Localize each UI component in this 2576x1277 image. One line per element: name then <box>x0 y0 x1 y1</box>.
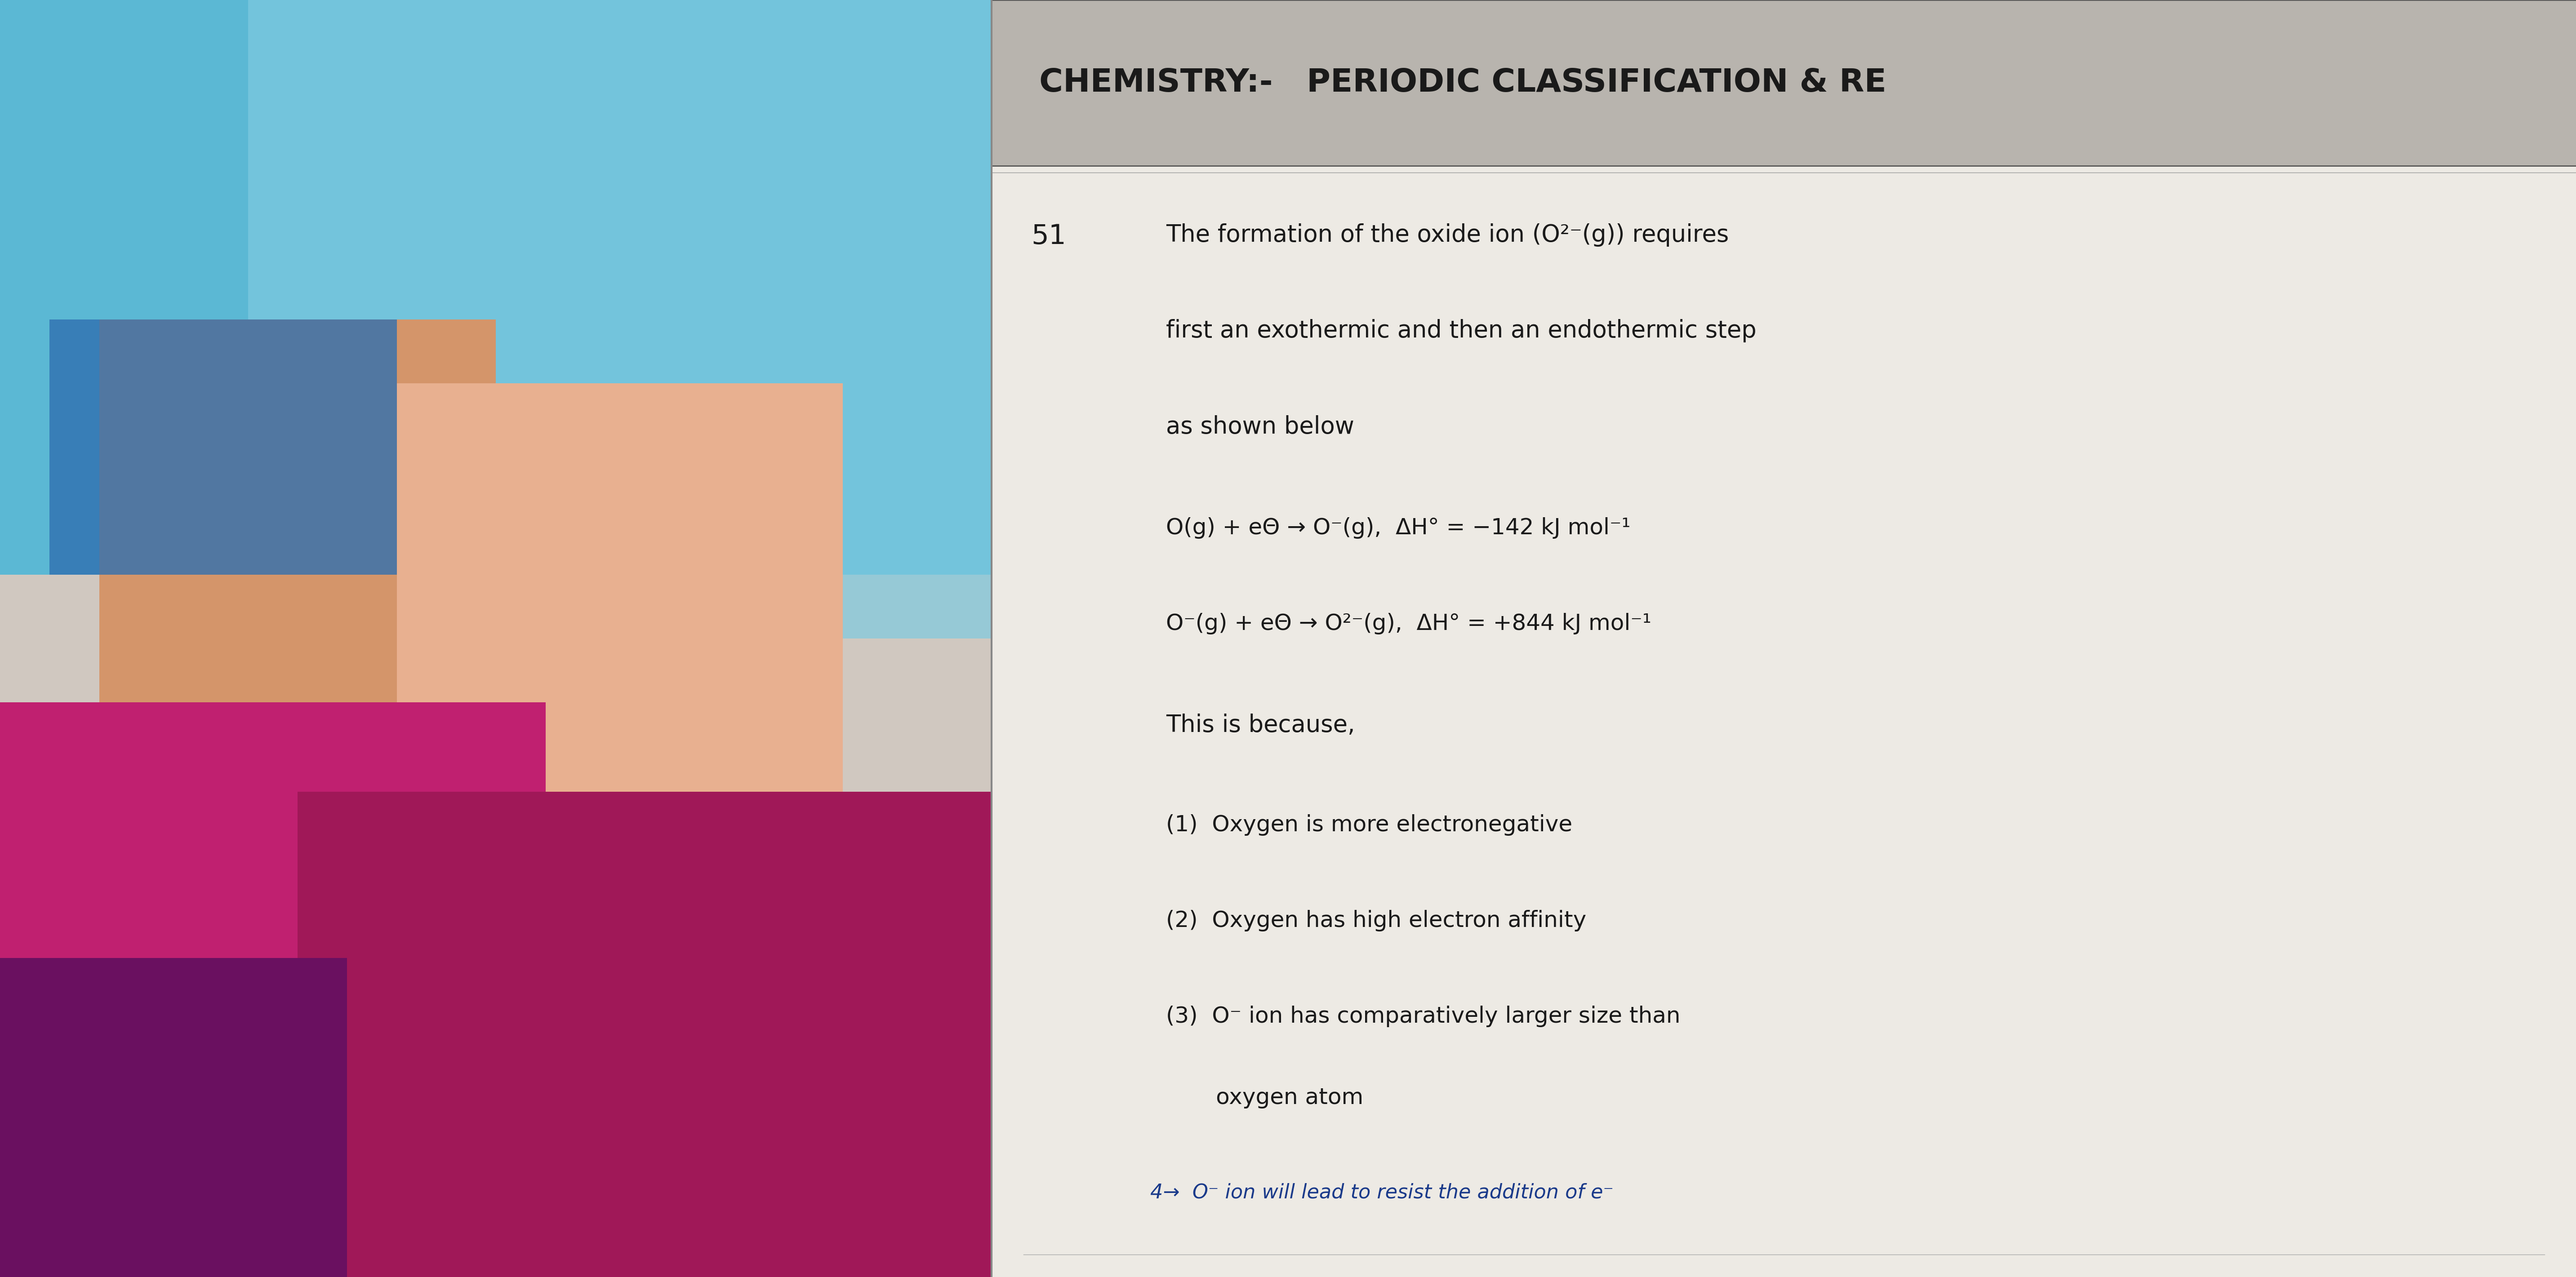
Bar <box>0 702 546 1277</box>
Text: (3)  O⁻ ion has comparatively larger size than: (3) O⁻ ion has comparatively larger size… <box>1167 1005 1680 1027</box>
Text: O⁻(g) + eΘ → O²⁻(g),  ΔH° = +844 kJ mol⁻¹: O⁻(g) + eΘ → O²⁻(g), ΔH° = +844 kJ mol⁻¹ <box>1167 613 1651 635</box>
Bar <box>0 958 348 1277</box>
Bar <box>100 319 497 894</box>
Bar <box>296 792 992 1277</box>
Bar <box>0 0 992 575</box>
Text: 4→  O⁻ ion will lead to resist the addition of e⁻: 4→ O⁻ ion will lead to resist the additi… <box>1149 1183 1613 1202</box>
Bar <box>49 319 397 575</box>
Text: first an exothermic and then an endothermic step: first an exothermic and then an endother… <box>1167 319 1757 342</box>
Bar <box>992 0 2576 166</box>
Text: CHEMISTRY:-   PERIODIC CLASSIFICATION & RE: CHEMISTRY:- PERIODIC CLASSIFICATION & RE <box>1038 68 1886 98</box>
Text: 51: 51 <box>1030 223 1066 250</box>
Text: This is because,: This is because, <box>1167 714 1355 737</box>
Text: O(g) + eΘ → O⁻(g),  ΔH° = −142 kJ mol⁻¹: O(g) + eΘ → O⁻(g), ΔH° = −142 kJ mol⁻¹ <box>1167 517 1631 539</box>
Text: oxygen atom: oxygen atom <box>1167 1087 1363 1108</box>
Text: (2)  Oxygen has high electron affinity: (2) Oxygen has high electron affinity <box>1167 909 1587 931</box>
Text: as shown below: as shown below <box>1167 415 1355 438</box>
Text: The formation of the oxide ion (O²⁻(g)) requires: The formation of the oxide ion (O²⁻(g)) … <box>1167 223 1728 246</box>
Bar <box>247 0 992 638</box>
Bar <box>397 383 842 919</box>
Text: (1)  Oxygen is more electronegative: (1) Oxygen is more electronegative <box>1167 815 1571 835</box>
